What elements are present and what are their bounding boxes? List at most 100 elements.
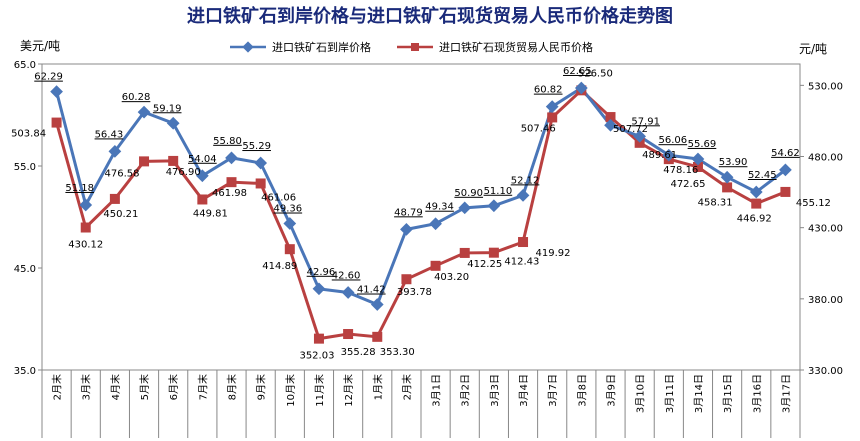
rmb-data-label: 412.43 xyxy=(504,257,539,268)
usd-point xyxy=(283,217,297,230)
rmb-data-label: 355.28 xyxy=(341,347,376,358)
x-tick-label: 9月末 xyxy=(255,374,268,400)
right-tick-label: 480.00 xyxy=(808,153,843,164)
usd-data-label: 56.06 xyxy=(658,135,687,146)
usd-point xyxy=(79,198,93,212)
x-tick-label: 2月末 xyxy=(400,374,413,400)
usd-data-label: 59.19 xyxy=(153,103,182,114)
usd-data-label: 55.69 xyxy=(688,139,717,150)
rmb-data-label: 489.61 xyxy=(642,150,677,161)
rmb-data-label: 461.06 xyxy=(261,192,296,203)
rmb-data-label: 476.58 xyxy=(105,168,140,179)
rmb-data-label: 503.84 xyxy=(11,129,46,140)
rmb-point xyxy=(722,182,733,193)
rmb-point xyxy=(51,117,62,128)
legend-usd-swatch xyxy=(230,41,266,53)
legend-usd-label: 进口铁矿石到岸价格 xyxy=(272,41,371,54)
usd-point xyxy=(487,199,501,213)
rmb-point xyxy=(343,329,354,340)
rmb-point xyxy=(605,112,616,123)
x-tick-label: 3月17日 xyxy=(780,374,792,413)
rmb-point xyxy=(226,177,237,188)
x-tick-label: 3月7日 xyxy=(547,374,559,407)
usd-data-label: 52.45 xyxy=(748,170,777,181)
rmb-data-label: 507.46 xyxy=(521,123,556,134)
usd-data-label: 42.60 xyxy=(332,270,361,281)
x-tick-label: 8月末 xyxy=(226,374,239,400)
usd-point xyxy=(400,222,413,236)
x-tick-label: 3月14日 xyxy=(693,374,705,413)
usd-data-label: 49.36 xyxy=(273,204,302,215)
usd-data-label: 52.12 xyxy=(511,175,540,186)
usd-point xyxy=(429,217,442,231)
x-tick-label: 4月末 xyxy=(109,374,122,400)
usd-data-label: 56.43 xyxy=(95,129,124,140)
x-tick-label: 3月8日 xyxy=(576,374,588,407)
rmb-point xyxy=(284,244,295,255)
right-tick-label: 430.00 xyxy=(808,224,843,235)
rmb-data-label: 353.30 xyxy=(380,347,415,358)
usd-point xyxy=(195,169,209,183)
usd-data-label: 55.29 xyxy=(242,141,271,152)
right-axis-unit: 元/吨 xyxy=(799,42,828,56)
rmb-data-label: 414.89 xyxy=(262,261,297,272)
usd-data-label: 55.80 xyxy=(213,136,242,147)
usd-point xyxy=(312,282,326,296)
chart-title: 进口铁矿石到岸价格与进口铁矿石现货贸易人民币价格走势图 xyxy=(187,6,673,27)
rmb-point xyxy=(401,274,412,285)
left-tick-label: 35.0 xyxy=(14,366,36,377)
x-tick-label: 6月末 xyxy=(167,374,180,400)
right-tick-label: 380.00 xyxy=(808,295,843,306)
x-tick-label: 3月16日 xyxy=(751,374,763,413)
usd-data-label: 62.65 xyxy=(563,66,592,77)
usd-point xyxy=(254,156,268,170)
rmb-point xyxy=(139,156,150,167)
usd-point xyxy=(166,116,180,130)
x-tick-label: 10月末 xyxy=(284,374,297,407)
usd-series-line xyxy=(55,85,787,307)
x-tick-label: 1月末 xyxy=(371,374,384,400)
rmb-data-label: 526.50 xyxy=(578,68,613,79)
rmb-point xyxy=(430,260,441,271)
usd-data-label: 54.62 xyxy=(771,148,800,159)
x-tick-label: 3月10日 xyxy=(635,374,647,413)
x-tick-label: 3月2日 xyxy=(460,374,472,407)
rmb-data-label: 478.16 xyxy=(663,165,698,176)
x-tick-label: 3月1日 xyxy=(431,374,443,407)
rmb-point xyxy=(197,194,208,205)
usd-data-label: 48.79 xyxy=(394,207,423,218)
left-tick-label: 45.0 xyxy=(14,264,36,275)
usd-data-label: 60.28 xyxy=(122,92,151,103)
usd-data-label: 54.04 xyxy=(188,154,217,165)
rmb-data-label: 419.92 xyxy=(536,248,571,259)
rmb-data-label: 458.31 xyxy=(698,197,733,208)
rmb-data-label: 446.92 xyxy=(737,214,772,225)
usd-data-label: 60.82 xyxy=(534,85,563,96)
rmb-point xyxy=(547,112,558,123)
left-tick-label: 65.0 xyxy=(14,60,36,71)
rmb-point xyxy=(488,247,499,258)
rmb-point xyxy=(255,178,266,189)
usd-data-label: 50.90 xyxy=(454,188,483,199)
usd-point xyxy=(516,189,530,202)
usd-point xyxy=(458,201,472,215)
usd-point xyxy=(225,151,238,165)
usd-point xyxy=(370,298,384,311)
rmb-data-label: 507.72 xyxy=(613,124,648,135)
legend: 进口铁矿石到岸价格 进口铁矿石现货贸易人民币价格 xyxy=(230,39,593,55)
rmb-point xyxy=(109,193,120,204)
rmb-data-label: 472.65 xyxy=(670,179,705,190)
legend-item-usd: 进口铁矿石到岸价格 xyxy=(230,39,371,55)
rmb-data-label: 393.78 xyxy=(397,287,432,298)
right-tick-label: 530.00 xyxy=(808,81,843,92)
rmb-data-label: 412.25 xyxy=(467,259,502,270)
x-tick-label: 3月15日 xyxy=(722,374,734,413)
rmb-data-label: 476.90 xyxy=(166,167,201,178)
x-tick-label: 2月末 xyxy=(51,374,64,400)
rmb-point xyxy=(634,137,645,148)
rmb-point xyxy=(459,247,470,258)
usd-data-label: 51.10 xyxy=(484,186,513,197)
usd-data-label: 42.96 xyxy=(307,267,336,278)
